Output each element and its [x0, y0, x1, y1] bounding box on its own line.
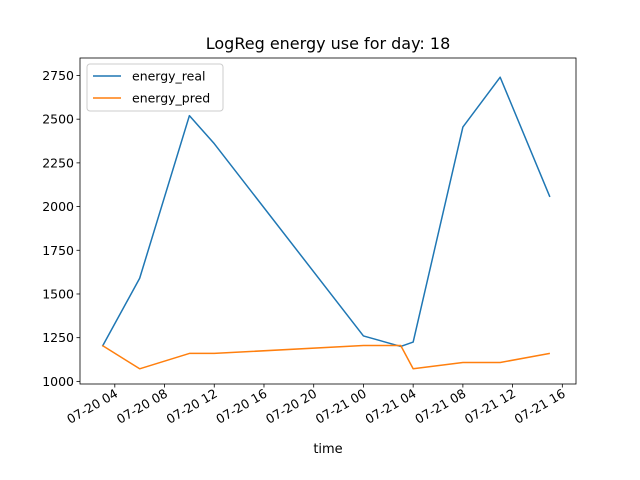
- x-tick-label: 07-20 20: [263, 386, 319, 427]
- x-tick-label: 07-20 04: [64, 386, 120, 427]
- y-tick-label: 1250: [42, 330, 74, 345]
- y-tick-label: 2250: [42, 155, 74, 170]
- legend-label-energy_real: energy_real: [132, 69, 206, 84]
- y-tick-label: 1750: [42, 243, 74, 258]
- x-tick-label: 07-21 12: [462, 386, 518, 427]
- x-tick-label: 07-20 16: [213, 386, 269, 427]
- legend: energy_real energy_pred: [86, 63, 224, 112]
- y-tick-label: 2750: [42, 68, 74, 83]
- x-tick-label: 07-21 00: [313, 386, 369, 427]
- x-tick-label: 07-21 16: [512, 386, 568, 427]
- y-tick-label: 2000: [42, 199, 74, 214]
- x-axis-label: time: [313, 442, 342, 457]
- x-tick-label: 07-21 08: [412, 386, 468, 427]
- plot-area: 1000 1250 1500 1750 2000 2250 2500 2750 07-20 04…: [42, 57, 577, 427]
- x-tick-label: 07-20 08: [114, 386, 170, 427]
- y-tick-label: 2500: [42, 112, 74, 127]
- x-tick-label: 07-21 04: [362, 386, 418, 427]
- series-line-energy_real: [101, 76, 551, 348]
- legend-label-energy_pred: energy_pred: [132, 91, 210, 106]
- plot-frame: [79, 57, 577, 385]
- series-line-energy_pred: [101, 344, 551, 370]
- chart-title: LogReg energy use for day: 18: [206, 34, 451, 53]
- x-tick-label: 07-20 12: [164, 386, 220, 427]
- y-tick-label: 1000: [42, 374, 74, 389]
- y-tick-label: 1500: [42, 286, 74, 301]
